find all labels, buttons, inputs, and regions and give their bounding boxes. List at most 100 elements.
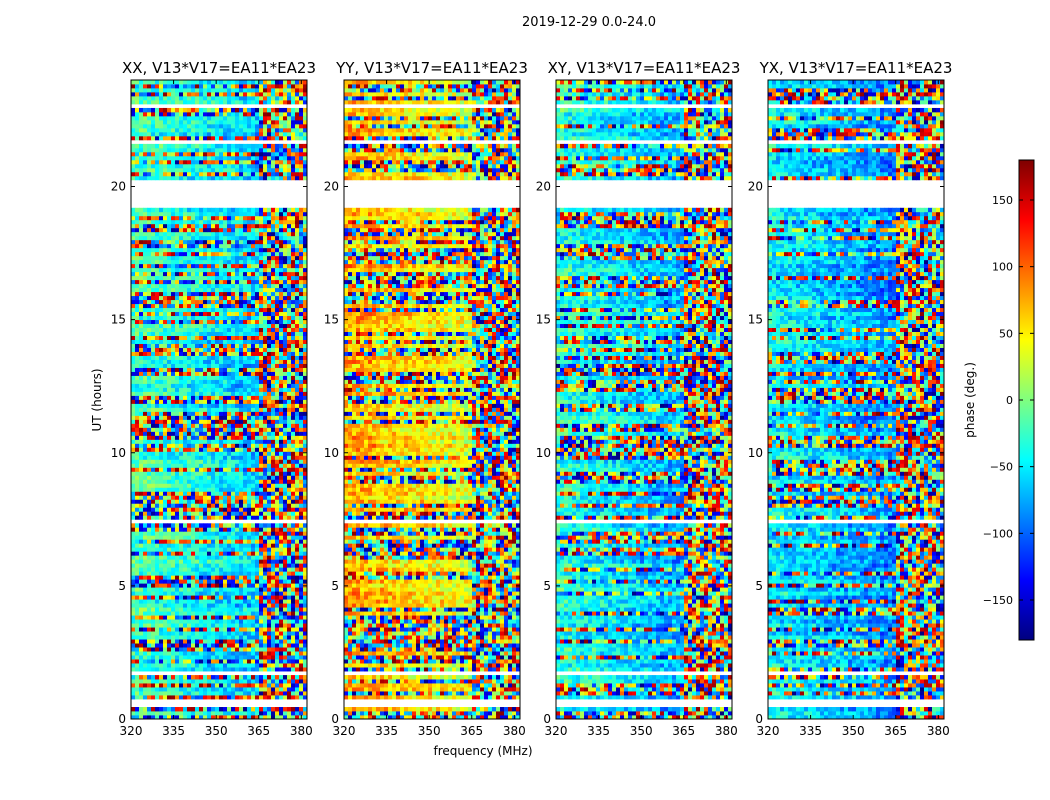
heat-cell	[255, 675, 259, 679]
heat-cell	[167, 619, 171, 623]
heat-cell	[211, 631, 215, 635]
heat-cell	[295, 647, 299, 651]
heat-cell	[211, 583, 215, 587]
heat-cell	[195, 679, 199, 683]
heat-cell	[199, 635, 203, 639]
heat-cell	[159, 635, 163, 639]
heat-cell	[243, 659, 247, 663]
heat-cell	[227, 619, 231, 623]
heat-cell	[263, 691, 267, 695]
heat-cell	[279, 583, 283, 587]
heat-cell	[299, 643, 303, 647]
heat-cell	[231, 623, 235, 627]
heat-cell	[139, 603, 143, 607]
heat-cell	[191, 603, 195, 607]
heat-cell	[171, 659, 175, 663]
heat-cell	[255, 655, 259, 659]
heat-cell	[179, 643, 183, 647]
heat-cell	[199, 607, 203, 611]
heat-cell	[271, 599, 275, 603]
heat-cell	[131, 607, 135, 611]
heat-cell	[263, 611, 267, 615]
heat-cell	[219, 595, 223, 599]
heat-cell	[203, 683, 207, 687]
heat-cell	[251, 639, 255, 643]
heat-cell	[231, 615, 235, 619]
heat-cell	[239, 615, 243, 619]
heat-cell	[215, 595, 219, 599]
heat-cell	[223, 643, 227, 647]
heat-cell	[291, 679, 295, 683]
heat-cell	[131, 683, 135, 687]
heat-cell	[279, 571, 283, 575]
heat-cell	[135, 675, 139, 679]
heat-cell	[287, 711, 291, 715]
heat-cell	[287, 635, 291, 639]
heat-cell	[279, 575, 283, 579]
heat-cell	[187, 695, 191, 699]
heat-cell	[183, 643, 187, 647]
heat-cell	[291, 595, 295, 599]
heat-cell	[191, 695, 195, 699]
heat-cell	[291, 603, 295, 607]
heat-cell	[247, 647, 251, 651]
heat-cell	[155, 711, 159, 715]
heat-cell	[299, 707, 303, 711]
heat-cell	[271, 591, 275, 595]
heat-cell	[263, 631, 267, 635]
heat-cell	[235, 687, 239, 691]
heat-cell	[243, 635, 247, 639]
heat-cell	[183, 695, 187, 699]
heat-cell	[167, 631, 171, 635]
heat-cell	[279, 651, 283, 655]
heat-cell	[151, 687, 155, 691]
heat-cell	[247, 599, 251, 603]
heat-cell	[131, 635, 135, 639]
heat-cell	[243, 651, 247, 655]
heat-cell	[219, 639, 223, 643]
heat-cell	[299, 659, 303, 663]
heat-cell	[295, 711, 299, 715]
heat-cell	[203, 587, 207, 591]
heat-cell	[259, 635, 263, 639]
heat-cell	[255, 631, 259, 635]
heat-cell	[175, 691, 179, 695]
heat-cell	[191, 611, 195, 615]
heat-cell	[251, 631, 255, 635]
heat-cell	[223, 587, 227, 591]
heat-cell	[291, 687, 295, 691]
heat-cell	[175, 611, 179, 615]
heat-cell	[155, 651, 159, 655]
heat-cell	[203, 639, 207, 643]
heat-cell	[151, 659, 155, 663]
heat-cell	[231, 707, 235, 711]
heat-cell	[259, 603, 263, 607]
heat-cell	[271, 595, 275, 599]
heat-cell	[219, 667, 223, 671]
heat-cell	[275, 707, 279, 711]
heat-cell	[247, 603, 251, 607]
heat-cell	[167, 667, 171, 671]
heat-cell	[247, 587, 251, 591]
heat-cell	[163, 623, 167, 627]
heat-cell	[135, 627, 139, 631]
heat-cell	[195, 691, 199, 695]
heat-cell	[203, 659, 207, 663]
heat-cell	[183, 651, 187, 655]
heat-cell	[143, 667, 147, 671]
heat-cell	[167, 691, 171, 695]
heat-cell	[299, 603, 303, 607]
heat-cell	[183, 579, 187, 583]
heat-cell	[143, 683, 147, 687]
heat-cell	[211, 707, 215, 711]
heat-cell	[147, 667, 151, 671]
heat-cell	[251, 599, 255, 603]
heat-cell	[267, 695, 271, 699]
heat-cell	[191, 607, 195, 611]
heat-cell	[235, 667, 239, 671]
heat-cell	[259, 579, 263, 583]
heat-cell	[267, 707, 271, 711]
heat-cell	[283, 583, 287, 587]
heat-cell	[295, 679, 299, 683]
heat-cell	[135, 667, 139, 671]
